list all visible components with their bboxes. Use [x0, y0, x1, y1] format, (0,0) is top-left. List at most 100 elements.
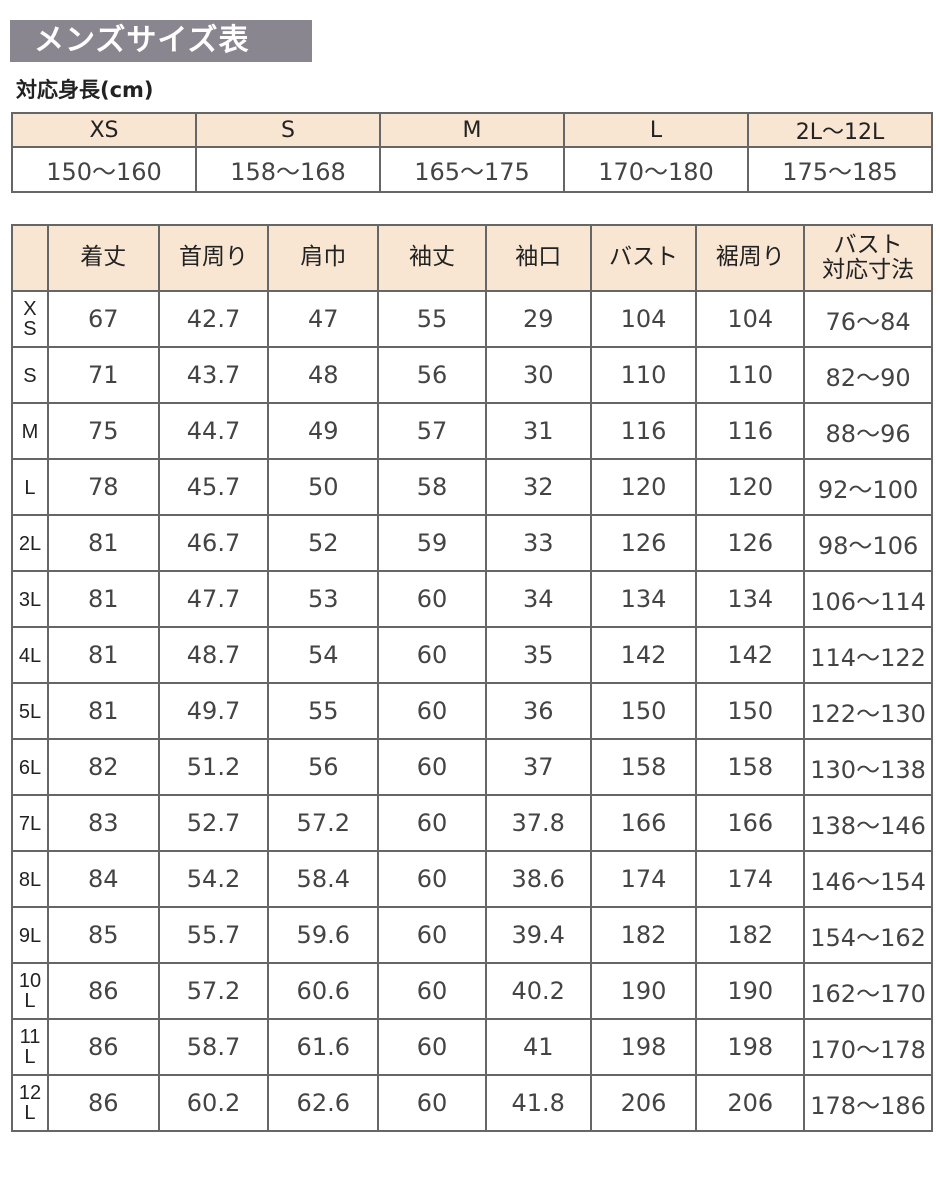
size-label-cell: 12L — [11, 1074, 49, 1132]
column-header: バスト 対応寸法 — [803, 224, 933, 292]
cell-value: 110 — [589, 346, 698, 404]
size-label: 9L — [18, 925, 42, 947]
cell-value: 81 — [46, 570, 160, 628]
cell-value: 47 — [267, 290, 380, 348]
size-label: 3L — [18, 589, 42, 611]
size-label: 5L — [18, 701, 42, 723]
cell-value: 33 — [484, 514, 592, 572]
table-row: 2L 81 46.7 52 59 33 126 126 98〜106 — [11, 514, 933, 572]
height-range: 170〜180 — [563, 146, 749, 193]
cell-value: 45.7 — [157, 458, 270, 516]
cell-value: 37.8 — [484, 794, 592, 852]
height-range: 150〜160 — [11, 146, 197, 193]
size-label: 11L — [19, 1026, 41, 1068]
size-label-cell: 11L — [11, 1018, 49, 1076]
cell-value: 41.8 — [484, 1074, 592, 1132]
cell-value: 41 — [484, 1018, 592, 1076]
column-header: 肩巾 — [267, 224, 380, 292]
size-label: XS — [23, 298, 37, 340]
cell-value: 57 — [377, 402, 487, 460]
size-label: 2L — [18, 533, 42, 555]
height-range: 165〜175 — [379, 146, 565, 193]
size-label-cell: 8L — [11, 850, 49, 908]
cell-value: 55 — [267, 682, 380, 740]
table-row: 4L 81 48.7 54 60 35 142 142 114〜122 — [11, 626, 933, 684]
column-header: バスト — [589, 224, 698, 292]
cell-value: 190 — [695, 962, 806, 1020]
table-row: 11L 86 58.7 61.6 60 41 198 198 170〜178 — [11, 1018, 933, 1076]
cell-value: 34 — [484, 570, 592, 628]
table-row: 10L 86 57.2 60.6 60 40.2 190 190 162〜170 — [11, 962, 933, 1020]
cell-value: 138〜146 — [803, 794, 933, 852]
table-row: 6L 82 51.2 56 60 37 158 158 130〜138 — [11, 738, 933, 796]
cell-value: 182 — [589, 906, 698, 964]
size-label-cell: 10L — [11, 962, 49, 1020]
cell-value: 59 — [377, 514, 487, 572]
size-label: 12L — [18, 1082, 42, 1124]
table-row: L 78 45.7 50 58 32 120 120 92〜100 — [11, 458, 933, 516]
cell-value: 58.7 — [157, 1018, 270, 1076]
cell-value: 60 — [377, 1018, 487, 1076]
cell-value: 47.7 — [157, 570, 270, 628]
cell-value: 146〜154 — [803, 850, 933, 908]
size-table-header: 着丈 首周り 肩巾 袖丈 袖口 バスト 裾周り バスト 対応寸法 — [11, 224, 933, 292]
cell-value: 38.6 — [484, 850, 592, 908]
column-header: 着丈 — [46, 224, 160, 292]
cell-value: 126 — [695, 514, 806, 572]
cell-value: 75 — [46, 402, 160, 460]
cell-value: 174 — [589, 850, 698, 908]
table-row: 5L 81 49.7 55 60 36 150 150 122〜130 — [11, 682, 933, 740]
cell-value: 206 — [589, 1074, 698, 1132]
cell-value: 170〜178 — [803, 1018, 933, 1076]
cell-value: 190 — [589, 962, 698, 1020]
size-label: 8L — [18, 869, 42, 891]
cell-value: 58 — [377, 458, 487, 516]
size-header: XS — [11, 112, 197, 148]
cell-value: 48 — [267, 346, 380, 404]
cell-value: 120 — [695, 458, 806, 516]
cell-value: 50 — [267, 458, 380, 516]
cell-value: 158 — [589, 738, 698, 796]
cell-value: 86 — [46, 1018, 160, 1076]
cell-value: 56 — [267, 738, 380, 796]
cell-value: 130〜138 — [803, 738, 933, 796]
cell-value: 104 — [695, 290, 806, 348]
cell-value: 31 — [484, 402, 592, 460]
cell-value: 76〜84 — [803, 290, 933, 348]
height-range: 175〜185 — [747, 146, 933, 193]
size-label-cell: 5L — [11, 682, 49, 740]
table-row: XS 67 42.7 47 55 29 104 104 76〜84 — [11, 290, 933, 348]
cell-value: 166 — [695, 794, 806, 852]
cell-value: 60 — [377, 850, 487, 908]
cell-value: 142 — [589, 626, 698, 684]
cell-value: 162〜170 — [803, 962, 933, 1020]
cell-value: 55 — [377, 290, 487, 348]
cell-value: 37 — [484, 738, 592, 796]
cell-value: 104 — [589, 290, 698, 348]
cell-value: 51.2 — [157, 738, 270, 796]
cell-value: 134 — [589, 570, 698, 628]
size-label-cell: 3L — [11, 570, 49, 628]
size-label: M — [21, 421, 39, 443]
cell-value: 57.2 — [157, 962, 270, 1020]
cell-value: 60 — [377, 682, 487, 740]
cell-value: 43.7 — [157, 346, 270, 404]
cell-value: 42.7 — [157, 290, 270, 348]
cell-value: 60 — [377, 794, 487, 852]
cell-value: 174 — [695, 850, 806, 908]
cell-value: 85 — [46, 906, 160, 964]
cell-value: 53 — [267, 570, 380, 628]
cell-value: 150 — [589, 682, 698, 740]
cell-value: 32 — [484, 458, 592, 516]
cell-value: 30 — [484, 346, 592, 404]
cell-value: 55.7 — [157, 906, 270, 964]
cell-value: 84 — [46, 850, 160, 908]
table-row: 8L 84 54.2 58.4 60 38.6 174 174 146〜154 — [11, 850, 933, 908]
cell-value: 60.2 — [157, 1074, 270, 1132]
cell-value: 206 — [695, 1074, 806, 1132]
cell-value: 142 — [695, 626, 806, 684]
size-label: 10L — [18, 970, 42, 1012]
cell-value: 81 — [46, 682, 160, 740]
size-header: M — [379, 112, 565, 148]
size-label-cell: 7L — [11, 794, 49, 852]
